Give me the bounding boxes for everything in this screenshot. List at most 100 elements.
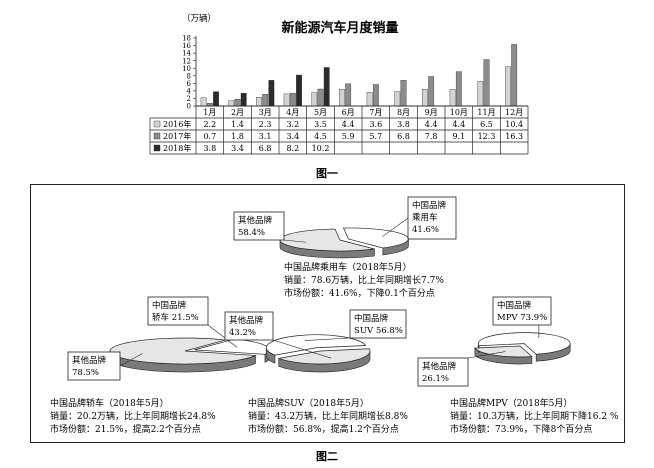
slice-label-box	[233, 211, 285, 241]
bar-2016年-7月	[366, 92, 373, 107]
slice-label-box	[224, 311, 274, 341]
slice-label-text: MPV 73.9%	[497, 313, 547, 323]
slice-label-text: 41.6%	[412, 225, 439, 235]
data-table: 1月 2月 3月 4月 5月 6月 7月 8月 9月 10月 11月 12月 2016年 2.2 1.4 2.…	[149, 105, 529, 155]
data-label: 0.7	[203, 132, 216, 141]
pie-wall-suv-1	[265, 347, 276, 364]
bar-2017年-6月	[345, 83, 352, 107]
slice-label-box	[407, 196, 457, 240]
pie-captions: 中国品牌乘用车（2018年5月）销量：78.6万辆，比上年同期增长7.7%市场份…	[50, 261, 619, 435]
bar-marks	[200, 44, 518, 107]
data-label: 6.8	[397, 132, 410, 141]
bar-2017年-11月	[483, 59, 490, 107]
y-tick-label: 18	[182, 35, 191, 43]
pie-caption-line-passenger: 市场份额：41.6%，下降0.1个百分点	[284, 287, 435, 299]
data-label: 4.4	[342, 120, 355, 129]
data-label: 2.3	[259, 120, 272, 129]
slice-label-box	[67, 351, 121, 381]
slice-label-box	[349, 309, 407, 339]
data-label: 3.4	[231, 144, 244, 153]
bar-2016年-1月	[200, 97, 207, 107]
data-label: 10.4	[505, 120, 523, 129]
data-label: 7.8	[425, 132, 438, 141]
bar-2018年-4月	[296, 74, 302, 107]
bar-2016年-3月	[256, 97, 262, 107]
pie-caption-line-mpv: 中国品牌MPV（2018年5月）	[450, 397, 572, 409]
bar-2016年-4月	[283, 93, 290, 107]
x-tick-label: 10月	[450, 108, 468, 117]
bar-2016年-2月	[228, 100, 235, 107]
legend-label-2016年: 2016年	[163, 119, 191, 129]
bar-2017年-10月	[455, 71, 462, 107]
figure-caption-2: 图二	[316, 450, 338, 463]
data-label: 4.4	[425, 120, 438, 129]
data-label: 6.5	[480, 120, 493, 129]
pie-wall-sedan-0	[109, 350, 256, 373]
y-tick-label: 6	[187, 80, 192, 88]
data-label: 9.1	[452, 132, 465, 141]
chart-title: 新能源汽车月度销量	[281, 20, 398, 36]
slice-leader-line	[272, 339, 332, 359]
legend-swatch-2016年	[153, 120, 161, 128]
figure-frame	[30, 184, 625, 443]
x-tick-label: 9月	[425, 108, 438, 117]
slice-label-box	[417, 357, 469, 387]
pie-slice-suv-0	[277, 348, 371, 365]
pie-caption-line-passenger: 销量：78.6万辆，比上年同期增长7.7%	[284, 274, 444, 286]
data-label: 3.6	[369, 120, 382, 129]
data-label: 1.4	[231, 120, 244, 129]
x-tick-label: 1月	[203, 108, 216, 117]
data-label: 3.5	[314, 120, 327, 129]
x-tick-label: 4月	[286, 108, 299, 117]
bar-2018年-5月	[323, 67, 330, 107]
slice-leader-line	[207, 324, 238, 348]
pie-slice-passenger-0	[279, 228, 375, 252]
pie-wall-sedan-1	[264, 349, 270, 363]
slice-leader-line	[304, 337, 351, 341]
bar-2016年-6月	[339, 89, 345, 107]
slice-label-text: SUV 56.8%	[354, 326, 403, 336]
slice-label-text: 中国品牌	[497, 300, 532, 311]
slice-label-text: 58.4%	[238, 228, 265, 238]
bar-2017年-5月	[317, 88, 324, 107]
slice-leader-line	[119, 353, 143, 367]
data-label: 3.1	[259, 132, 272, 141]
bar-2016年-10月	[449, 89, 456, 107]
pie-slice-suv-1	[265, 334, 367, 356]
x-tick-label: 3月	[259, 108, 272, 117]
slice-label-text: 其他品牌	[422, 361, 457, 372]
pie-wall-passenger-0	[279, 239, 375, 259]
slice-label-text: 其他品牌	[72, 355, 107, 366]
slice-label-text: 其他品牌	[229, 315, 264, 326]
data-label: 4.5	[314, 132, 327, 141]
slice-label-text: 中国品牌	[412, 200, 447, 211]
data-label: 3.4	[286, 132, 299, 141]
bar-2016年-8月	[394, 91, 401, 107]
y-tick-label: 0	[187, 103, 191, 111]
pie-caption-line-mpv: 销量：10.3万辆，比上年同期下降16.2 %	[450, 410, 619, 422]
bar-2017年-1月	[206, 103, 213, 107]
slice-leader-line	[382, 217, 409, 237]
slice-label-text: 中国品牌	[354, 313, 389, 324]
x-tick-label: 2月	[231, 108, 244, 117]
pie-caption-line-sedan: 市场份额：21.5%，提高2.2个百分点	[50, 423, 201, 435]
bar-2016年-9月	[422, 89, 428, 107]
pie-slice-mpv-1	[477, 332, 571, 355]
pie-slice-sedan-1	[194, 338, 270, 355]
data-label: 3.8	[397, 120, 410, 129]
y-tick-label: 2	[187, 95, 191, 103]
pie-caption-line-mpv: 市场份额：73.9%，下降8个百分点	[450, 423, 592, 435]
y-tick-label: 4	[187, 87, 192, 95]
slice-label-box	[492, 296, 552, 326]
x-tick-label: 8月	[397, 108, 410, 117]
pie-caption-line-suv: 中国品牌SUV（2018年5月）	[248, 397, 369, 409]
pie-slice-passenger-1	[342, 227, 409, 249]
data-label: 6.8	[259, 144, 272, 153]
bar-2017年-8月	[400, 80, 407, 107]
slice-label-text: 26.1%	[422, 374, 449, 384]
slice-label-text: 轿车 21.5%	[152, 312, 199, 323]
pie-wall-passenger-1	[382, 238, 409, 256]
pie-caption-line-suv: 销量：43.2万辆，比上年同期增长8.8%	[248, 410, 408, 422]
